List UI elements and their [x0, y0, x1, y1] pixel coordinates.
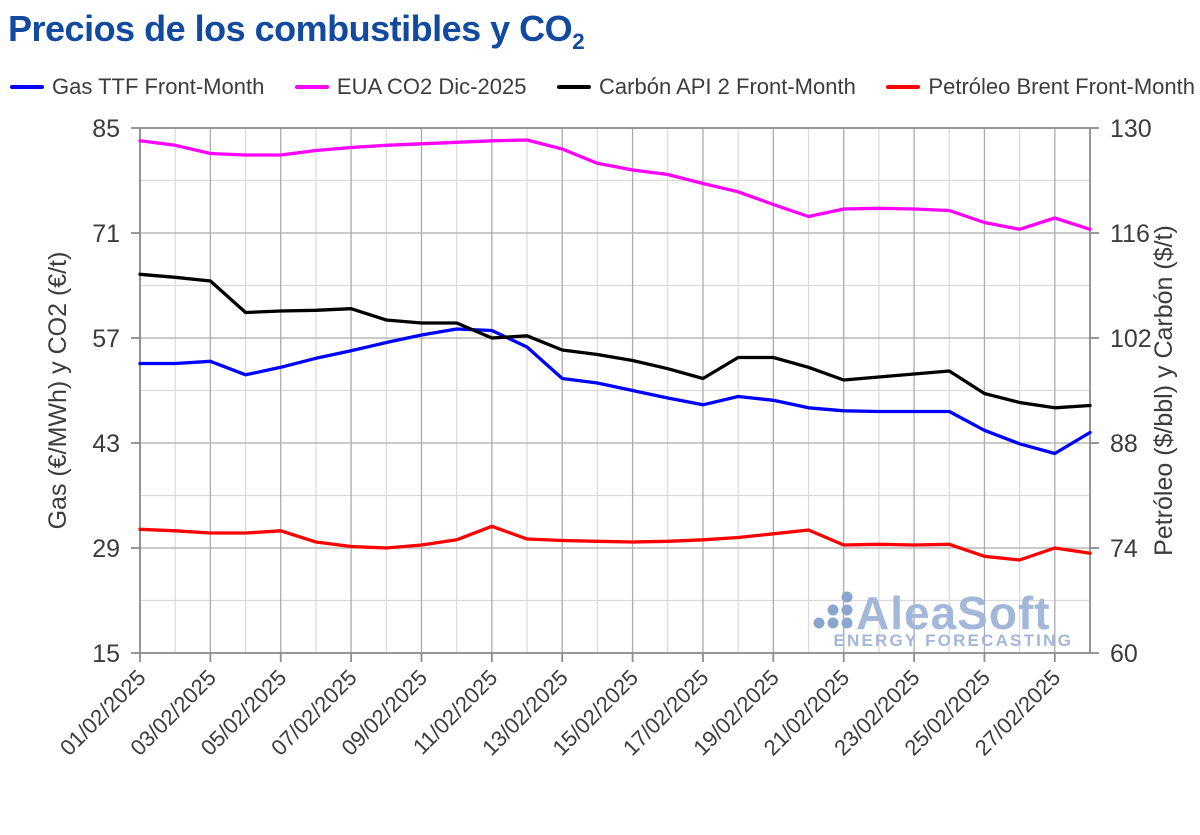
left-axis-title: Gas (€/MWh) y CO2 (€/t) [44, 252, 72, 530]
series-line-0 [138, 327, 1092, 456]
left-axis-tick-label: 29 [92, 535, 120, 563]
legend-label-3: Petróleo Brent Front-Month [928, 74, 1195, 99]
right-axis-tick-label: 116 [1110, 220, 1150, 248]
legend-swatch-0 [10, 85, 44, 89]
legend-swatch-1 [294, 85, 329, 89]
right-axis-tick-label: 130 [1110, 115, 1152, 143]
series-line-2 [138, 272, 1092, 410]
right-axis-title: Petróleo ($/bbl) y Carbón ($/t) [1150, 225, 1178, 556]
watermark-dot [827, 617, 839, 629]
legend-item-2: Carbón API 2 Front-Month [557, 74, 856, 100]
watermark-dot [841, 604, 853, 616]
legend-swatch-3 [886, 85, 921, 89]
page-title-subscript: 2 [572, 29, 585, 55]
legend-label-2: Carbón API 2 Front-Month [599, 74, 856, 99]
left-axis-tick-label: 71 [92, 220, 120, 248]
watermark-tagline: ENERGY FORECASTING [833, 631, 1073, 650]
right-axis-tick-label: 102 [1110, 325, 1152, 353]
left-axis-tick-label: 85 [92, 115, 120, 143]
right-axis-tick-label: 74 [1110, 535, 1138, 563]
legend-label-1: EUA CO2 Dic-2025 [336, 74, 527, 99]
watermark-dot [827, 604, 839, 616]
plot-frame [139, 127, 1091, 654]
page-title: Precios de los combustibles y CO2 [8, 8, 585, 55]
right-axis-tick-label: 60 [1110, 640, 1138, 668]
watermark-dot [813, 617, 825, 629]
legend-item-3: Petróleo Brent Front-Month [886, 74, 1195, 100]
legend: Gas TTF Front-Month EUA CO2 Dic-2025 Carbó… [10, 72, 1195, 102]
series-line-3 [138, 524, 1092, 562]
right-axis-tick-label: 88 [1110, 430, 1138, 458]
left-axis-tick-label: 57 [92, 325, 120, 353]
page-title-text: Precios de los combustibles y CO [8, 8, 573, 49]
legend-item-1: EUA CO2 Dic-2025 [294, 74, 527, 100]
watermark-dot [841, 617, 853, 629]
left-axis-tick-label: 15 [92, 640, 120, 668]
watermark-dot [841, 591, 853, 603]
left-axis-tick-label: 43 [92, 430, 120, 458]
watermark-brand: AleaSoft [856, 587, 1051, 639]
legend-label-0: Gas TTF Front-Month [52, 74, 265, 99]
legend-item-0: Gas TTF Front-Month [10, 74, 264, 100]
series-line-1 [138, 138, 1092, 231]
legend-swatch-2 [557, 85, 592, 89]
